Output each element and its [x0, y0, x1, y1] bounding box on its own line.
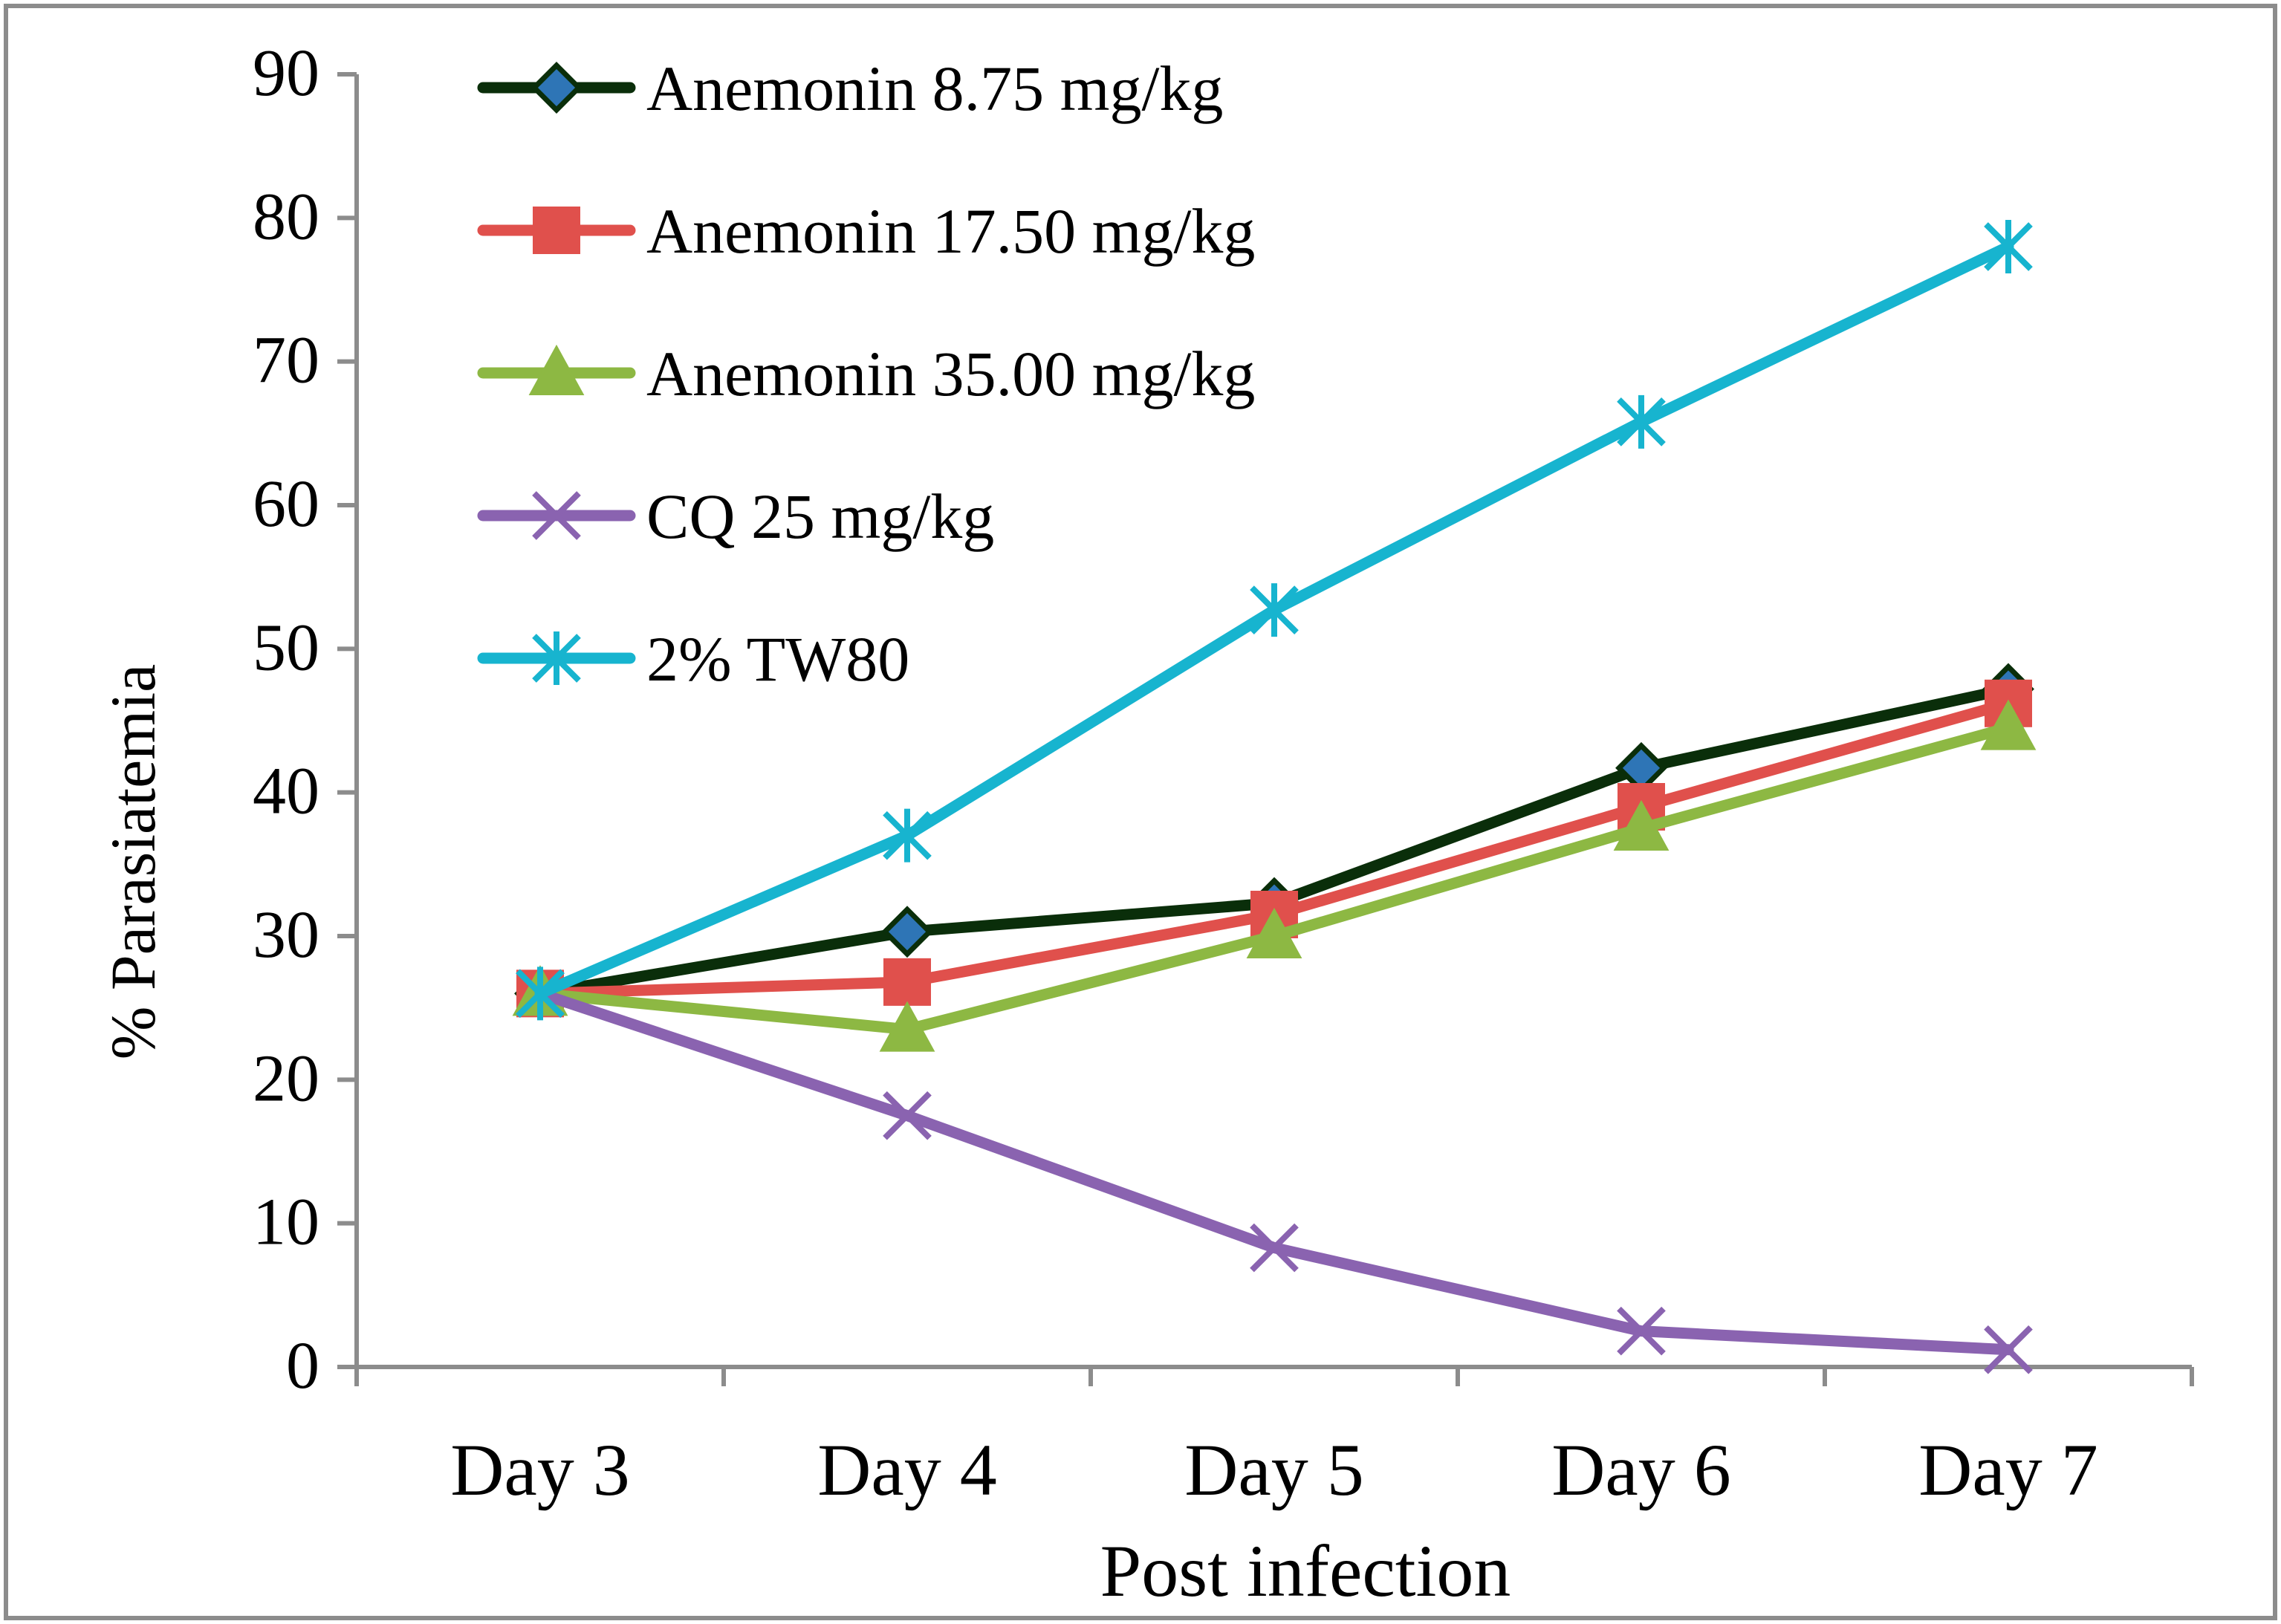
y-axis-ticks: 0 10 20 30 40 50 60 70 80 90 [253, 36, 357, 1403]
x-tick-label-day-7: Day 7 [1918, 1429, 2098, 1511]
y-tick-label-50: 50 [253, 611, 319, 684]
legend-label-anemonin-8-75-mg-kg: Anemonin 8.75 mg/kg [646, 53, 1223, 124]
y-tick-label-70: 70 [253, 324, 319, 397]
y-tick-label-90: 90 [253, 36, 319, 110]
point-cq-25-mg-kg-day-5 [1250, 1223, 1299, 1273]
point-cq-25-mg-kg-day-4 [883, 1091, 932, 1140]
legend-marker-2-tw80 [532, 631, 581, 685]
x-tick-label-day-4: Day 4 [817, 1429, 997, 1511]
point-cq-25-mg-kg-day-6 [1617, 1306, 1666, 1356]
y-tick-label-20: 20 [253, 1042, 319, 1115]
y-tick-label-30: 30 [253, 898, 319, 972]
x-axis-ticks: Day 3 Day 4 Day 5 Day 6 Day 7 [354, 1367, 2194, 1511]
legend-item-anemonin-17-50-mg-kg: Anemonin 17.50 mg/kg [477, 195, 1255, 267]
point-anemonin-8-75-mg-kg-day-4 [881, 906, 933, 958]
legend-marker-anemonin-35-00-mg-kg [528, 344, 585, 395]
legend-label-anemonin-35-00-mg-kg: Anemonin 35.00 mg/kg [646, 338, 1255, 409]
series-2-tw80 [516, 220, 2033, 1021]
y-tick-label-60: 60 [253, 467, 319, 541]
point-anemonin-35-00-mg-kg-day-4 [879, 1001, 935, 1052]
point-2-tw80-day-5 [1250, 583, 1299, 637]
legend-item-cq-25-mg-kg: CQ 25 mg/kg [477, 481, 994, 552]
x-tick-label-day-5: Day 5 [1184, 1429, 1364, 1511]
y-tick-label-0: 0 [286, 1329, 319, 1403]
y-tick-label-80: 80 [253, 180, 319, 253]
point-2-tw80-day-4 [883, 808, 932, 863]
point-anemonin-17-50-mg-kg-day-4 [883, 958, 931, 1006]
point-2-tw80-day-6 [1617, 394, 1666, 449]
legend-marker-cq-25-mg-kg [532, 491, 581, 540]
legend-label-cq-25-mg-kg: CQ 25 mg/kg [646, 481, 994, 552]
point-anemonin-35-00-mg-kg-day-6 [1613, 799, 1670, 851]
point-2-tw80-day-7 [1984, 220, 2033, 273]
y-tick-label-40: 40 [253, 755, 319, 828]
legend-item-anemonin-35-00-mg-kg: Anemonin 35.00 mg/kg [477, 338, 1255, 409]
y-tick-label-10: 10 [253, 1186, 319, 1259]
legend-item-anemonin-8-75-mg-kg: Anemonin 8.75 mg/kg [477, 53, 1223, 124]
legend: Anemonin 8.75 mg/kg Anemonin 17.50 mg/kg A… [477, 53, 1255, 695]
point-2-tw80-day-3 [516, 967, 565, 1021]
y-axis-title: % Parasiatemia [97, 664, 169, 1060]
point-anemonin-35-00-mg-kg-day-7 [1980, 699, 2037, 750]
series-anemonin-35-00-mg-kg [512, 699, 2037, 1052]
point-cq-25-mg-kg-day-7 [1984, 1325, 2033, 1374]
x-tick-label-day-6: Day 6 [1551, 1429, 1731, 1511]
x-tick-label-day-3: Day 3 [450, 1429, 630, 1511]
legend-marker-anemonin-8-75-mg-kg [530, 62, 583, 114]
legend-marker-anemonin-17-50-mg-kg [533, 207, 580, 254]
x-axis-title: Post infection [1100, 1530, 1511, 1612]
legend-label-2-tw80: 2% TW80 [646, 623, 909, 695]
point-anemonin-35-00-mg-kg-day-5 [1246, 907, 1302, 958]
series-layer [512, 220, 2037, 1374]
legend-label-anemonin-17-50-mg-kg: Anemonin 17.50 mg/kg [646, 195, 1255, 267]
legend-item-2-tw80: 2% TW80 [477, 623, 909, 695]
